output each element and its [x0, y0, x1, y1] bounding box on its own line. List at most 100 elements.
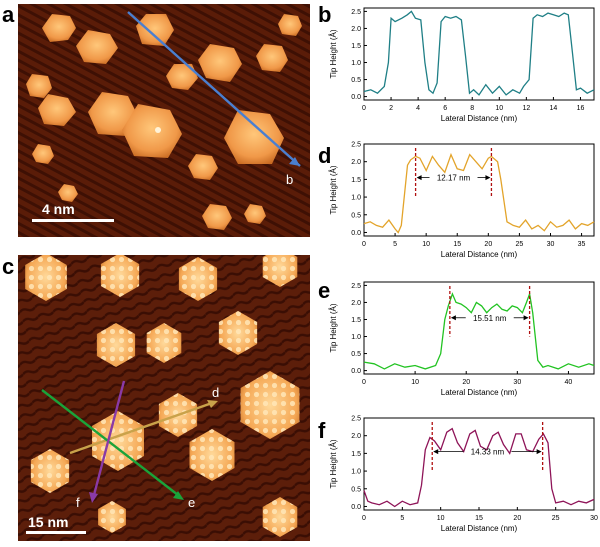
hexagonal-island-lattice: [146, 323, 182, 363]
span-arrow-head-right: [523, 315, 529, 321]
hexagonal-island-lattice: [189, 429, 235, 481]
panel-letter-f: f: [318, 418, 326, 443]
molecular-island: [224, 110, 284, 164]
hexagonal-island-lattice: [262, 497, 298, 537]
span-annotation: 15.51 nm: [473, 314, 507, 323]
line-end-label-b: b: [286, 172, 293, 187]
x-tick-label: 35: [578, 241, 586, 248]
scale-label-a: 4 nm: [42, 201, 75, 217]
stm-image-a: b 4 nm: [18, 4, 310, 237]
hexagonal-island-lattice: [178, 257, 218, 301]
x-tick-label: 0: [362, 241, 366, 248]
hexagonal-island-lattice: [30, 449, 70, 493]
y-axis-label: Tip Height (Å): [329, 29, 338, 78]
span-annotation: 12.17 nm: [437, 174, 471, 183]
x-axis-label: Lateral Distance (nm): [441, 524, 518, 533]
panel-letter-c: c: [2, 254, 15, 279]
plot-frame: [363, 281, 595, 375]
y-tick-label: 2.0: [351, 159, 361, 166]
x-axis-label: Lateral Distance (nm): [441, 388, 518, 397]
molecular-island: [122, 104, 182, 158]
chart-f: 0 5 10 15 20 25 30 0.0 0.5 1.0 1.5 2.0 2.5 Lateral Di…: [326, 412, 598, 547]
y-tick-label: 1.0: [351, 334, 361, 341]
hexagonal-island-lattice: [98, 501, 126, 533]
y-axis-label: Tip Height (Å): [329, 165, 338, 214]
x-tick-label: 2: [389, 105, 393, 112]
molecular-island: [244, 204, 266, 224]
x-tick-label: 14: [550, 105, 558, 112]
x-tick-label: 30: [590, 515, 598, 522]
x-tick-label: 20: [462, 379, 470, 386]
series-line-d: [363, 152, 595, 234]
scale-bar-a: [32, 219, 114, 222]
y-tick-label: 0.5: [351, 486, 361, 493]
plot-frame: [363, 417, 595, 511]
x-tick-label: 15: [453, 241, 461, 248]
x-tick-label: 10: [422, 241, 430, 248]
y-tick-label: 0.5: [351, 351, 361, 358]
molecular-island: [58, 184, 78, 202]
y-tick-label: 2.0: [351, 300, 361, 307]
scale-label-c: 15 nm: [28, 514, 68, 530]
molecular-island: [166, 64, 198, 90]
y-tick-label: 1.5: [351, 177, 361, 184]
y-tick-label: 0.0: [351, 230, 361, 237]
molecular-island: [278, 14, 302, 36]
islands-a: [26, 14, 302, 230]
y-tick-label: 0.0: [351, 504, 361, 511]
y-tick-label: 0.0: [351, 94, 361, 101]
y-tick-label: 2.5: [351, 283, 361, 290]
y-tick-label: 2.0: [351, 26, 361, 33]
x-tick-label: 0: [362, 379, 366, 386]
molecular-island: [42, 14, 76, 42]
chart-b: 0 2 4 6 8 10 12 14 16 0.0 0.5 1.0 1.5 2.0 2.5 Lateral D…: [326, 2, 598, 137]
x-tick-label: 12: [522, 105, 530, 112]
scale-bar-c: [26, 531, 86, 534]
series-line-b: [363, 10, 595, 96]
molecular-island: [26, 74, 52, 98]
molecular-island: [38, 94, 76, 126]
hexagonal-island-lattice: [25, 255, 67, 301]
span-arrow-head-left: [416, 175, 422, 181]
chart-d: 0 5 10 15 20 25 30 35 0.0 0.5 1.0 1.5 2.0 2.5 Lateral …: [326, 138, 598, 273]
plot-frame: [363, 143, 595, 237]
molecular-island: [188, 154, 218, 180]
panel-letter-e: e: [318, 278, 331, 303]
x-tick-label: 10: [437, 515, 445, 522]
x-tick-label: 16: [577, 105, 585, 112]
x-axis-label: Lateral Distance (nm): [441, 250, 518, 259]
x-tick-label: 40: [565, 379, 573, 386]
x-tick-label: 15: [475, 515, 483, 522]
x-tick-label: 5: [400, 515, 404, 522]
plot-frame: [363, 7, 595, 101]
x-tick-label: 30: [513, 379, 521, 386]
span-annotation: 14.33 nm: [471, 448, 505, 457]
y-tick-label: 1.5: [351, 43, 361, 50]
molecular-island: [202, 204, 232, 230]
hexagonal-island-lattice: [240, 371, 300, 439]
molecular-island: [136, 14, 174, 46]
y-axis-label: Tip Height (Å): [329, 439, 338, 488]
y-axis-label: Tip Height (Å): [329, 303, 338, 352]
molecular-island: [32, 144, 54, 164]
x-tick-label: 10: [495, 105, 503, 112]
x-tick-label: 10: [411, 379, 419, 386]
span-arrow-head-left: [450, 315, 456, 321]
stm-image-c: d e f 15 nm: [18, 255, 310, 541]
y-tick-label: 1.0: [351, 60, 361, 67]
arrow-head-b: [289, 157, 300, 166]
hexagonal-island-lattice: [96, 323, 136, 367]
span-arrow-head-right: [485, 175, 491, 181]
x-tick-label: 5: [393, 241, 397, 248]
molecular-island: [76, 30, 118, 64]
x-tick-label: 8: [470, 105, 474, 112]
x-tick-label: 0: [362, 515, 366, 522]
bright-spot: [155, 127, 161, 133]
profile-line-e: e: [41, 389, 195, 510]
molecular-island: [256, 44, 288, 72]
panel-letter-a: a: [2, 2, 15, 27]
hexagonal-island-lattice: [262, 255, 298, 287]
x-axis-label: Lateral Distance (nm): [441, 114, 518, 123]
y-tick-label: 0.5: [351, 77, 361, 84]
hexagonal-island-lattice: [218, 311, 258, 355]
